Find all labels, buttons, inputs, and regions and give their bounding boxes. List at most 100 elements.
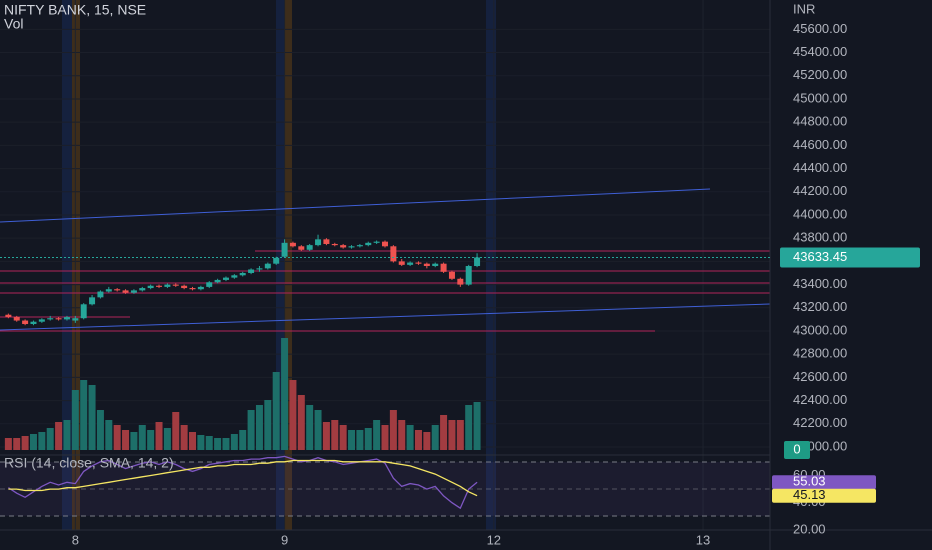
candle-body [122,290,129,293]
trend-line [0,303,771,331]
volume-bar [13,438,21,450]
y-tick-label: 44800.00 [793,114,847,129]
candle-body [89,297,96,305]
volume-bar [339,425,347,450]
volume-bar [147,430,155,450]
rsi-pane [8,455,478,510]
candle-body [373,241,380,243]
candle-body [340,245,347,248]
rsi-badge [772,475,876,490]
volume-bar [214,438,222,450]
candle-body [256,268,263,270]
volume-bar [431,425,439,450]
candle-body [448,271,455,279]
candle-body [331,243,338,246]
volume-badge [784,441,810,459]
candle-body [139,288,146,291]
candle-body [206,282,213,287]
rsi-legend: RSI (14, close, SMA, 14, 2) [4,455,174,471]
y-tick-label: 45000.00 [793,90,847,105]
volume-bar [80,380,88,450]
volume-bar [456,420,464,450]
volume-pane [4,338,481,450]
candle-body [22,320,29,325]
candle-body [264,263,271,269]
volume-bar [155,422,163,450]
candle-body [382,241,388,247]
volume-bar [130,432,138,450]
candle-body [47,318,54,320]
volume-bar [138,425,146,450]
axes: 45600.00 45400.00 45200.00 45000.00 44800.00… [0,21,920,547]
volume-tick-label: 0 [793,441,800,456]
candle-body [72,318,79,321]
volume-bar [423,432,431,450]
volume-bar [172,412,180,450]
price-badge-label: 43633.45 [793,249,847,264]
volume-bar [289,380,297,450]
candle-body [130,290,137,293]
volume-bar [63,420,71,450]
candle-body [114,289,121,291]
volume-bar [398,420,406,450]
rsi-line [8,459,478,497]
volume-bar [331,420,339,450]
volume-bar [314,410,322,450]
volume-bar [448,420,456,450]
y-tick-label: 43000.00 [793,322,847,337]
volume-bar [381,425,389,450]
x-tick-label: 12 [487,532,501,547]
volume-bar [122,430,130,450]
y-tick-label: 42800.00 [793,346,847,361]
volume-bar [306,405,314,450]
volume-bar [322,422,330,450]
candle-body [172,284,179,286]
volume-bar [297,395,305,450]
volume-bar [96,410,104,450]
candle-body [248,269,255,273]
candle-body [365,242,372,246]
session-band [72,0,80,530]
volume-legend: Vol [4,16,23,32]
candle-body [5,314,12,318]
session-band [62,0,72,530]
candle-body [97,291,104,298]
volume-bar [406,425,414,450]
x-tick-label: 8 [72,532,79,547]
candle-body [239,272,246,276]
chart-title: NIFTY BANK, 15, NSE [4,2,146,18]
volume-bar [465,405,473,450]
candle-body [214,279,221,283]
candle-body [356,245,363,247]
candle-body [156,285,163,287]
candle-body [432,263,439,267]
session-band [276,0,285,530]
volume-bar [205,436,213,450]
y-tick-label: 44000.00 [793,206,847,221]
candle-body [38,319,45,322]
y-tick-label: 42200.00 [793,415,847,430]
volume-bar [356,430,364,450]
drawings [0,188,771,332]
candle-body [315,239,322,246]
y-tick-label: 45600.00 [793,21,847,36]
y-tick-label: 44600.00 [793,137,847,152]
session-bands [62,0,496,530]
volume-bar [222,438,230,450]
candle-body [189,288,196,290]
candle-body [164,284,171,287]
candle-body [273,257,280,264]
candle-body [398,261,405,265]
candle-body [63,317,70,320]
volume-bar [113,425,121,450]
y-tick-label: 42600.00 [793,369,847,384]
volume-bar [364,428,372,450]
candle-body [423,263,430,267]
rsi-badge-label: 45.13 [793,487,826,502]
candle-body [55,318,62,320]
candle-body [390,246,397,262]
volume-bar [348,430,356,450]
candle-body [440,263,447,272]
candle-body [231,275,238,278]
y-tick-label: 44400.00 [793,160,847,175]
